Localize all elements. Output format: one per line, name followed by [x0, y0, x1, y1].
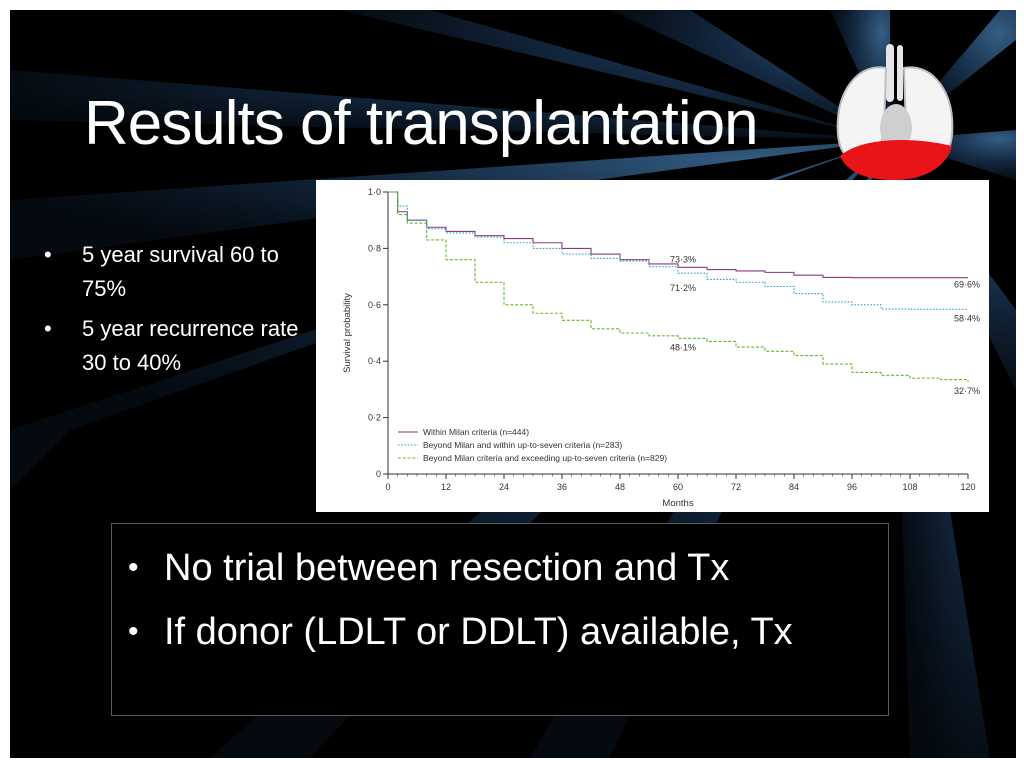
y-tick-label: 0·6	[368, 300, 381, 310]
survival-chart-svg: 0 0·2 0·4 0·6 0·8 1·0 0 12 24 36 48 60 72 84 96 108 120 M…	[342, 187, 980, 509]
main-bullet-no-trial: No trial between resection and Tx	[122, 536, 888, 600]
legend-label: Beyond Milan criteria and exceeding up-t…	[423, 453, 667, 463]
x-tick-label: 96	[847, 482, 857, 492]
y-tick-label: 0	[376, 469, 381, 479]
slide: Results of transplantation 5 year surviv…	[10, 10, 1016, 758]
x-tick-label: 120	[960, 482, 975, 492]
x-tick-label: 36	[557, 482, 567, 492]
y-tick-label: 0·2	[368, 413, 381, 423]
x-tick-label: 60	[673, 482, 683, 492]
data-label: 69·6%	[954, 280, 980, 290]
x-axis-label: Months	[662, 498, 693, 509]
series-line-2	[388, 191, 969, 382]
text-box: No trial between resection and Tx If don…	[111, 523, 889, 716]
liver-lungs-icon	[836, 44, 954, 181]
legend-label: Beyond Milan and within up-to-seven crit…	[423, 440, 622, 450]
x-tick-label: 12	[441, 482, 451, 492]
x-tick-label: 48	[615, 482, 625, 492]
left-bullet-list: 5 year survival 60 to 75% 5 year recurre…	[44, 238, 324, 386]
main-bullet-list: No trial between resection and Tx If don…	[112, 524, 888, 664]
y-tick-label: 1·0	[368, 187, 381, 197]
x-tick-label: 72	[731, 482, 741, 492]
data-label: 71·2%	[670, 283, 696, 293]
x-tick-label: 24	[499, 482, 509, 492]
data-label: 73·3%	[670, 254, 696, 264]
survival-chart: 0 0·2 0·4 0·6 0·8 1·0 0 12 24 36 48 60 72 84 96 108 120 M…	[316, 180, 989, 512]
data-label: 48·1%	[670, 342, 696, 352]
legend-label: Within Milan criteria (n=444)	[423, 427, 529, 437]
x-tick-label: 108	[902, 482, 917, 492]
main-bullet-donor: If donor (LDLT or DDLT) available, Tx	[122, 600, 888, 664]
slide-title: Results of transplantation	[84, 89, 759, 158]
x-tick-label: 0	[385, 482, 390, 492]
y-tick-label: 0·4	[368, 356, 381, 366]
left-bullet-recurrence: 5 year recurrence rate 30 to 40%	[44, 312, 324, 380]
y-tick-label: 0·8	[368, 243, 381, 253]
left-bullet-survival: 5 year survival 60 to 75%	[44, 238, 324, 306]
x-tick-label: 84	[789, 482, 799, 492]
data-label: 32·7%	[954, 386, 980, 396]
series-line-0	[388, 191, 968, 279]
data-label: 58·4%	[954, 313, 980, 323]
y-axis-label: Survival probability	[342, 293, 353, 373]
